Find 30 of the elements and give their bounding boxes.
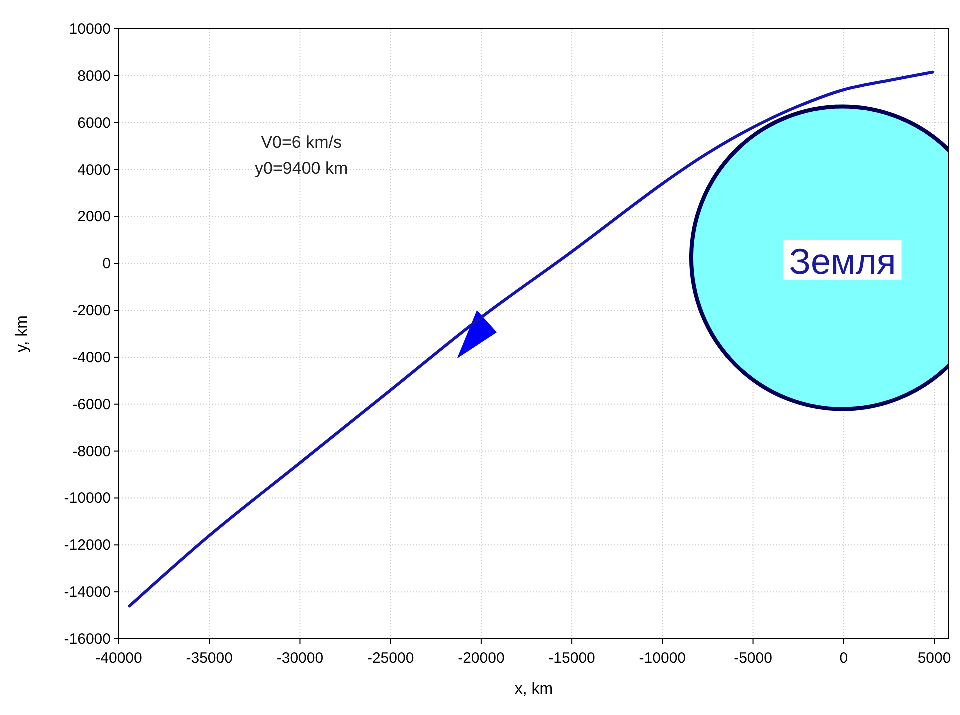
y-tick-label: -12000 (64, 537, 111, 554)
y-tick-label: -10000 (64, 490, 111, 508)
y-tick-label: 10000 (69, 21, 111, 38)
y-tick-label: -16000 (64, 631, 111, 648)
y-tick-label: -6000 (72, 396, 111, 414)
annotation: V0=6 km/s (261, 132, 342, 152)
x-tick-label: -30000 (276, 650, 324, 667)
x-axis-title: x, km (514, 681, 554, 698)
y-tick-label: 6000 (78, 114, 111, 132)
x-tick-label: 5000 (918, 650, 952, 667)
x-tick-label: -35000 (186, 650, 233, 667)
line-series (128, 70, 934, 608)
y-axis-title: y, km (14, 315, 31, 353)
annotation: Земля (789, 241, 896, 282)
y-tick-label: -4000 (72, 349, 111, 366)
y-tick-label: 0 (102, 256, 111, 273)
y-tick-label: -8000 (72, 443, 111, 460)
y-tick-label: 8000 (78, 68, 111, 85)
x-tick-label: -20000 (458, 650, 505, 667)
x-tick-label: -10000 (639, 650, 686, 667)
x-tick-label: -15000 (548, 650, 596, 667)
y-tick-label: -2000 (72, 302, 111, 320)
x-tick-label: -40000 (96, 650, 142, 667)
x-tick-label: 0 (840, 650, 848, 667)
x-tick-label: -25000 (367, 650, 414, 667)
y-tick-label: 2000 (78, 208, 111, 226)
y-tick-label: -14000 (64, 584, 111, 602)
y-tick-label: 4000 (78, 162, 111, 179)
annotation: y0=9400 km (255, 158, 348, 178)
x-tick-label: -5000 (734, 650, 772, 667)
